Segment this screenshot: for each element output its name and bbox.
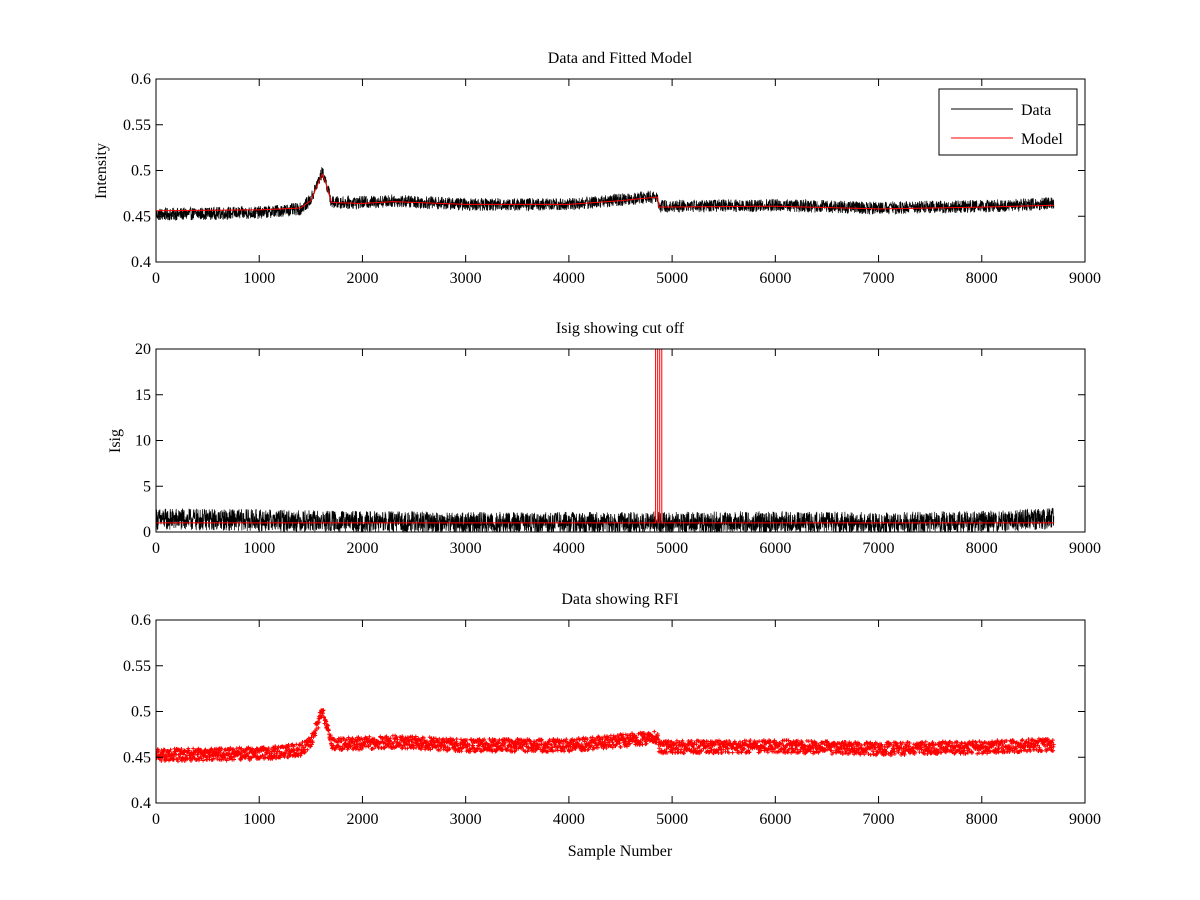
x-tick-label: 3000 xyxy=(450,811,482,828)
panel-title: Isig showing cut off xyxy=(556,320,685,337)
x-tick-label: 0 xyxy=(152,811,160,828)
x-tick-label: 8000 xyxy=(966,540,998,557)
y-tick-label: 0.45 xyxy=(123,208,151,225)
x-tick-label: 0 xyxy=(152,540,160,557)
panel-data-and-fitted-model: Data and Fitted Model Intensity 0 1000 200… xyxy=(93,50,1101,287)
plot-area xyxy=(156,349,1055,532)
x-tick-label: 0 xyxy=(152,270,160,287)
x-tick-label: 5000 xyxy=(656,270,688,287)
plot-area xyxy=(156,167,1055,221)
x-tick-label: 2000 xyxy=(346,540,378,557)
y-tick-label: 0.55 xyxy=(123,658,151,675)
y-tick-label: 0.4 xyxy=(131,795,151,812)
x-tick-label: 5000 xyxy=(656,811,688,828)
x-tick-label: 1000 xyxy=(243,811,275,828)
y-tick-label: 20 xyxy=(135,341,151,358)
y-tick-label: 0.6 xyxy=(131,612,151,629)
x-tick-label: 4000 xyxy=(553,811,585,828)
y-tick-label: 0.5 xyxy=(131,163,151,180)
x-tick-label: 4000 xyxy=(553,540,585,557)
panel-isig-showing-cut-off: Isig showing cut off Isig 0 1000 2000 3000 4… xyxy=(107,320,1101,557)
plot-area xyxy=(156,708,1056,764)
x-tick-label: 8000 xyxy=(966,811,998,828)
x-tick-label: 3000 xyxy=(450,540,482,557)
panel-data-showing-rfi: Data showing RFI Sample Number 0 1000 2000… xyxy=(123,591,1101,860)
x-tick-label: 9000 xyxy=(1069,270,1101,287)
y-tick-label: 0.4 xyxy=(131,254,151,271)
x-tick-label: 9000 xyxy=(1069,811,1101,828)
x-tick-label: 6000 xyxy=(759,270,791,287)
y-tick-label: 0.6 xyxy=(131,71,151,88)
series-line-model xyxy=(156,172,1055,212)
x-tick-label: 3000 xyxy=(450,270,482,287)
series-line-series-1 xyxy=(156,349,1055,524)
legend: Data Model xyxy=(938,88,1078,156)
x-tick-label: 1000 xyxy=(243,270,275,287)
y-tick-label: 0.45 xyxy=(123,749,151,766)
panel-title: Data and Fitted Model xyxy=(548,50,693,67)
y-axis-label: Intensity xyxy=(93,143,110,199)
y-axis-label: Isig xyxy=(107,429,124,453)
y-tick-label: 10 xyxy=(135,433,151,450)
legend-label-model: Model xyxy=(1021,131,1063,148)
x-tick-label: 5000 xyxy=(656,540,688,557)
y-tick-label: 0 xyxy=(143,524,151,541)
x-tick-label: 7000 xyxy=(863,270,895,287)
x-axis-label: Sample Number xyxy=(568,843,673,860)
series-markers-rfi xyxy=(156,708,1056,764)
y-tick-label: 5 xyxy=(143,478,151,495)
series-line-series-0 xyxy=(156,507,1055,532)
x-tick-label: 4000 xyxy=(553,270,585,287)
y-tick-label: 15 xyxy=(135,387,151,404)
x-tick-label: 2000 xyxy=(346,811,378,828)
x-tick-label: 7000 xyxy=(863,540,895,557)
legend-box xyxy=(938,88,1078,156)
y-tick-label: 0.55 xyxy=(123,117,151,134)
x-tick-label: 7000 xyxy=(863,811,895,828)
x-tick-label: 6000 xyxy=(759,811,791,828)
legend-label-data: Data xyxy=(1021,102,1051,119)
x-tick-label: 6000 xyxy=(759,540,791,557)
y-tick-label: 0.5 xyxy=(131,704,151,721)
panel-title: Data showing RFI xyxy=(561,591,678,608)
x-tick-label: 9000 xyxy=(1069,540,1101,557)
x-tick-label: 1000 xyxy=(243,540,275,557)
x-tick-label: 8000 xyxy=(966,270,998,287)
x-tick-label: 2000 xyxy=(346,270,378,287)
